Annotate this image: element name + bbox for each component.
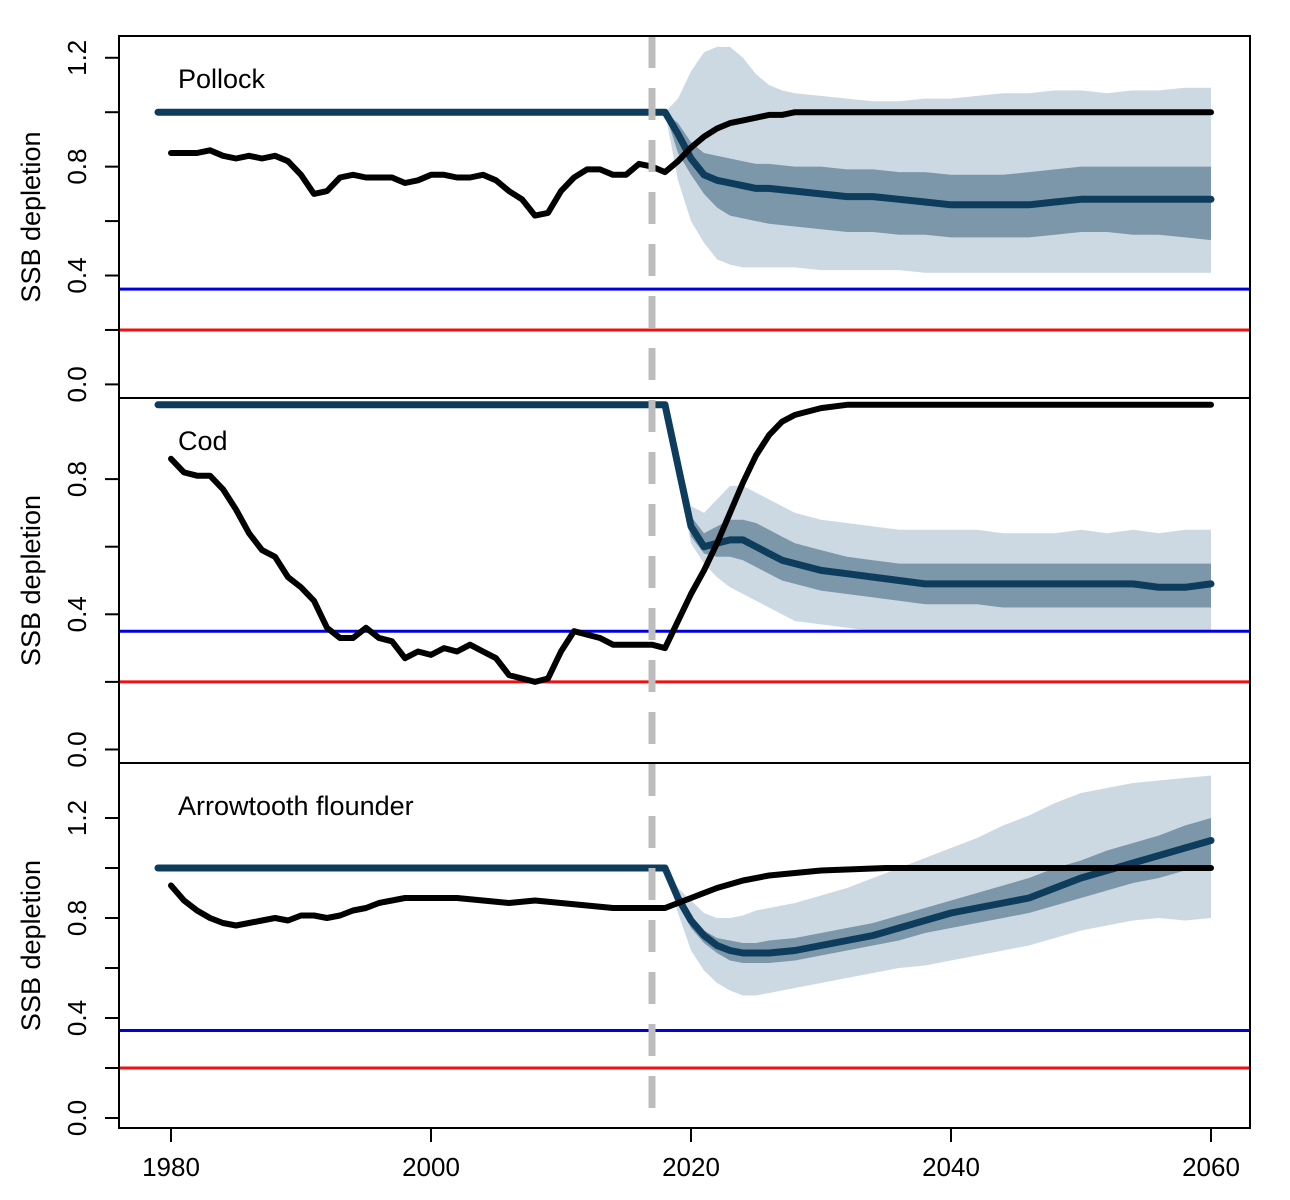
panels-layer: Pollock 0.0 0.4 0.8 1.2 SSB depletion Cod 0.0 0.…	[16, 40, 1250, 1136]
y-tick-label: 1.2	[62, 800, 92, 836]
stock-line	[168, 109, 1214, 219]
stock-line	[168, 865, 1214, 929]
panel-plot-area	[119, 401, 1250, 685]
panel-1: Cod 0.0 0.4 0.8 SSB depletion	[16, 401, 1250, 768]
x-axis: 1980 2000 2020 2040 2060	[142, 1128, 1240, 1182]
x-tick-label: 1980	[142, 1152, 200, 1182]
y-tick-label: 0.8	[62, 461, 92, 497]
median-line	[154, 401, 1215, 591]
panel-plot-area	[119, 775, 1250, 1070]
median-line	[154, 837, 1215, 957]
x-tick-label: 2060	[1182, 1152, 1240, 1182]
y-axis-label: SSB depletion	[16, 131, 46, 302]
panel-frame	[118, 762, 1251, 1129]
y-tick-label: 1.2	[62, 40, 92, 76]
panel-label: Cod	[178, 426, 228, 456]
y-tick-label: 0.4	[62, 257, 92, 293]
x-tick-label: 2000	[402, 1152, 460, 1182]
panel-0: Pollock 0.0 0.4 0.8 1.2 SSB depletion	[16, 40, 1250, 402]
median-line	[154, 108, 1215, 209]
x-tick-label: 2020	[662, 1152, 720, 1182]
y-tick-label: 0.0	[62, 731, 92, 767]
y-axis-label: SSB depletion	[16, 495, 46, 666]
band-outer	[665, 46, 1211, 273]
y-tick-label: 0.4	[62, 1000, 92, 1036]
panel-label: Pollock	[178, 64, 266, 94]
y-tick-label: 0.4	[62, 596, 92, 632]
y-tick-label: 0.0	[62, 1100, 92, 1136]
frames-layer	[118, 35, 1251, 1129]
band-inner	[665, 404, 1211, 608]
panel-label: Arrowtooth flounder	[178, 791, 414, 821]
panel-plot-area	[119, 46, 1250, 332]
y-tick-label: 0.8	[62, 900, 92, 936]
y-tick-label: 0.0	[62, 366, 92, 402]
panel-2: Arrowtooth flounder 0.0 0.4 0.8 1.2 SSB deple…	[16, 775, 1250, 1136]
y-tick-label: 0.8	[62, 149, 92, 185]
stock-line	[168, 401, 1214, 685]
band-inner	[665, 112, 1211, 241]
y-axis-label: SSB depletion	[16, 860, 46, 1031]
x-tick-label: 2040	[922, 1152, 980, 1182]
